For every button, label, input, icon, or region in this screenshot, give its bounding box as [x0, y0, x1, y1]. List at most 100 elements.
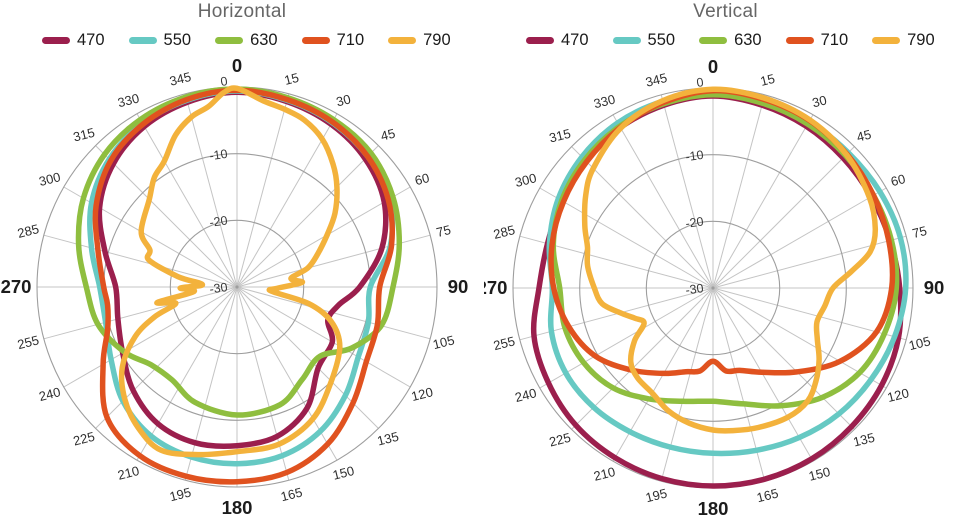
v-spoke-60	[712, 187, 887, 289]
vertical-polar-plot: 0 -10 -20 -30 15 30 45 60 75 105 120 135 150 165 195 21…	[484, 56, 945, 515]
h-angle-label-315: 315	[72, 125, 97, 145]
h-spoke-165	[236, 286, 290, 481]
h-center-dot	[235, 285, 239, 289]
h-spoke-285	[43, 234, 238, 288]
v-angle-label-30: 30	[811, 92, 829, 110]
h-angle-label-150: 150	[331, 463, 356, 483]
legend-swatch-710-icon	[785, 37, 814, 44]
legend-label-630: 630	[250, 31, 278, 49]
h-angle-label-330: 330	[116, 91, 141, 111]
legend-item-550[interactable]: 550	[128, 31, 192, 50]
h-ring--20	[169, 219, 305, 355]
h-angle-label-15: 15	[283, 70, 301, 88]
v-angle-label-300: 300	[513, 170, 538, 190]
h-axis-label-90: 90	[448, 276, 469, 297]
horizontal-polar-plot: 0 -10 -20 -30 15 30 45 60 75 105 120 135 150 165 195 21…	[1, 55, 469, 515]
v-rtick--30: -30	[685, 281, 705, 297]
v-angle-label-15: 15	[759, 71, 777, 89]
h-angle-label-240: 240	[37, 384, 62, 404]
legend-item-470[interactable]: 470	[526, 31, 589, 50]
h-axis-label-0: 0	[232, 55, 242, 76]
h-angle-label-75: 75	[435, 222, 453, 240]
v-angle-label-105: 105	[907, 333, 932, 353]
legend-label-790: 790	[423, 31, 451, 49]
legend-item-790[interactable]: 790	[388, 31, 451, 50]
v-angle-label-240: 240	[513, 385, 538, 405]
legend-swatch-790-icon	[872, 37, 901, 44]
legend-swatch-790-icon	[388, 37, 417, 44]
legend-item-790[interactable]: 790	[872, 31, 935, 50]
h-angle-label-135: 135	[376, 429, 401, 449]
h-angle-label-210: 210	[116, 463, 141, 483]
v-axis-label-180: 180	[698, 498, 729, 515]
h-spoke-120	[236, 286, 411, 388]
legend-swatch-470-icon	[526, 37, 554, 44]
legend-label-470: 470	[77, 31, 105, 49]
v-angle-label-135: 135	[852, 430, 877, 450]
v-series-710-curve	[548, 87, 896, 377]
legend-label-470: 470	[561, 31, 589, 49]
v-angle-label-75: 75	[911, 223, 929, 241]
vertical-legend: 470 550 630 710 790	[526, 31, 959, 50]
v-spoke-300	[539, 187, 714, 289]
h-rtick--10: -10	[209, 147, 229, 163]
v-angle-label-330: 330	[592, 92, 617, 112]
v-rtick--20: -20	[685, 214, 705, 230]
legend-item-710[interactable]: 710	[785, 31, 849, 50]
h-spoke-345	[184, 93, 238, 288]
v-series-550-curve	[546, 90, 909, 457]
legend-label-550: 550	[163, 31, 192, 49]
v-angle-label-315: 315	[548, 126, 573, 146]
h-spoke-45	[236, 145, 379, 288]
vertical-chart-title: Vertical	[693, 1, 758, 22]
horizontal-chart-title: Horizontal	[197, 1, 287, 22]
h-rtick--20: -20	[209, 213, 229, 229]
h-angle-label-105: 105	[431, 332, 456, 352]
legend-swatch-710-icon	[301, 37, 330, 44]
v-spoke-135	[712, 287, 855, 430]
h-rtick--30: -30	[209, 280, 229, 296]
legend-item-710[interactable]: 710	[301, 31, 364, 50]
legend-item-470[interactable]: 470	[42, 31, 105, 50]
h-spoke-225	[95, 286, 238, 429]
legend-item-550[interactable]: 550	[612, 31, 675, 50]
v-ring--20	[645, 220, 781, 356]
v-axis-label-90: 90	[924, 277, 945, 298]
v-angle-label-150: 150	[807, 464, 832, 484]
v-angle-label-120: 120	[886, 385, 911, 405]
h-angle-label-225: 225	[72, 429, 97, 449]
h-spoke-15	[236, 93, 290, 288]
v-axis-label-0: 0	[708, 56, 718, 77]
h-angle-label-285: 285	[16, 221, 41, 241]
h-angle-label-60: 60	[413, 170, 431, 188]
h-series-710-curve	[92, 87, 395, 485]
h-series-790-curve	[118, 85, 343, 458]
v-angle-label-210: 210	[592, 464, 617, 484]
legend-item-630[interactable]: 630	[699, 31, 762, 50]
h-series-470-curve	[96, 89, 389, 449]
h-spoke-315	[95, 145, 238, 288]
legend-swatch-550-icon	[612, 37, 641, 44]
v-angle-label-45: 45	[855, 127, 873, 145]
legend-label-630: 630	[734, 31, 762, 49]
legend-swatch-630-icon	[699, 37, 728, 44]
v-axis-label-270: 270	[484, 277, 507, 298]
v-angle-label-345: 345	[644, 70, 669, 90]
h-rtick-0: 0	[220, 74, 229, 89]
v-rtick--10: -10	[685, 148, 705, 164]
v-angle-label-225: 225	[548, 430, 573, 450]
v-series-790-curve	[581, 86, 879, 434]
h-angle-label-255: 255	[16, 332, 41, 352]
v-rtick-0: 0	[696, 75, 705, 90]
h-axis-label-270: 270	[1, 276, 32, 297]
v-angle-label-195: 195	[644, 485, 669, 505]
legend-label-710: 710	[820, 31, 849, 49]
h-series-630-curve	[75, 86, 403, 418]
v-center-dot	[711, 286, 715, 290]
h-angle-label-300: 300	[37, 169, 62, 189]
vertical-chart-panel: Vertical 470 550 630 710 790 0 -10 -20 -30 15 30 4…	[484, 0, 967, 515]
h-angle-label-195: 195	[168, 484, 193, 504]
v-spoke-345	[660, 94, 714, 289]
legend-item-630[interactable]: 630	[215, 31, 278, 50]
h-angle-label-120: 120	[410, 384, 435, 404]
